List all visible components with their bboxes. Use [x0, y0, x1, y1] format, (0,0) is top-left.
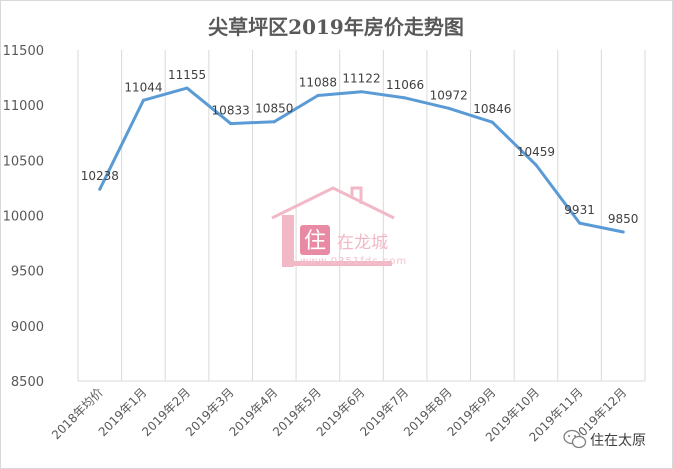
x-tick-label: 2018年均价	[49, 385, 106, 442]
data-label: 10846	[473, 102, 511, 116]
watermark-url: www.0351fdc.com	[300, 256, 407, 267]
y-tick-label: 8500	[11, 375, 44, 390]
data-label: 9850	[608, 212, 639, 226]
source-label: 住在太原	[590, 433, 646, 449]
gridlines	[77, 50, 646, 381]
y-tick-label: 10000	[3, 210, 44, 225]
data-label: 10850	[255, 102, 293, 116]
data-label: 11044	[124, 80, 162, 94]
data-point	[403, 96, 407, 100]
data-point	[360, 90, 363, 94]
data-label: 10459	[517, 145, 555, 159]
data-label: 9931	[564, 203, 595, 217]
data-point	[534, 163, 538, 167]
data-label: 11122	[342, 72, 380, 86]
data-point	[578, 221, 582, 225]
data-point	[229, 122, 233, 126]
watermark-house-icon	[271, 186, 395, 220]
data-point	[272, 120, 276, 124]
y-tick-label: 10500	[3, 154, 44, 169]
y-tick-label: 9500	[11, 265, 44, 280]
y-tick-label: 11000	[3, 99, 44, 114]
watermark-base	[282, 261, 392, 266]
data-point	[185, 86, 189, 90]
watermark-logo-char: 住	[304, 229, 326, 254]
watermark-logo: 住 在龙城 www.0351fdc.com	[271, 186, 407, 267]
data-point	[98, 187, 102, 191]
data-point	[490, 120, 494, 124]
data-labels: 10238 11044 11155 10833 10850 11088 11122 11066…	[81, 68, 639, 226]
data-label: 11155	[168, 68, 206, 82]
series-layer	[98, 86, 625, 234]
data-label: 10833	[212, 104, 250, 118]
data-point	[316, 93, 320, 97]
data-point	[621, 230, 625, 234]
data-point	[447, 106, 451, 110]
watermark-chimney-icon	[350, 186, 363, 204]
data-label: 11088	[299, 75, 337, 89]
data-label: 10972	[430, 88, 468, 102]
watermark-brand: 在龙城	[337, 233, 388, 253]
watermark-pillar	[282, 215, 294, 267]
source-badge: 住在太原	[563, 429, 646, 449]
series-line	[98, 86, 625, 234]
watermark-logo-box	[300, 225, 330, 255]
y-tick-label: 11500	[3, 44, 44, 59]
data-label: 11066	[386, 78, 424, 92]
wechat-icon	[563, 429, 587, 449]
y-tick-label: 9000	[11, 320, 44, 335]
chart-title: 尖草坪区2019年房价走势图	[208, 15, 464, 39]
data-point	[141, 98, 145, 102]
data-label: 10238	[81, 169, 119, 183]
